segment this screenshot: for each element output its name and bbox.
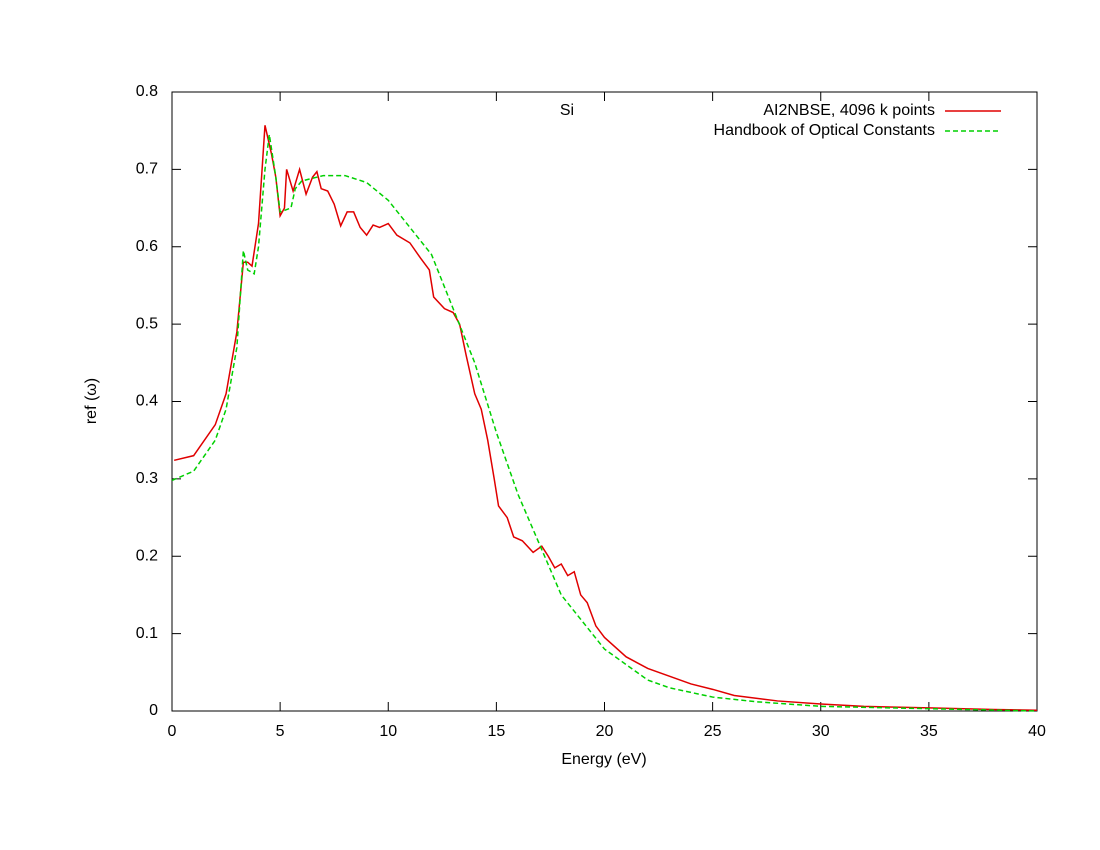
legend-label: Handbook of Optical Constants [714,122,935,139]
x-tick-label: 5 [276,723,285,740]
legend-label: AI2NBSE, 4096 k points [763,102,935,119]
chart-title: Si [560,102,574,119]
x-tick-label: 20 [596,723,614,740]
y-tick-label: 0.6 [136,238,158,255]
x-tick-label: 10 [379,723,397,740]
y-tick-label: 0.5 [136,315,158,332]
y-tick-label: 0.7 [136,161,158,178]
y-axis-label: ref (ω) [83,378,100,424]
y-tick-label: 0.2 [136,547,158,564]
y-tick-label: 0.1 [136,625,158,642]
series-line [171,134,1038,712]
y-tick-label: 0.3 [136,470,158,487]
x-tick-label: 30 [812,723,830,740]
x-tick-label: 40 [1028,723,1046,740]
y-tick-label: 0.4 [136,393,158,410]
y-tick-label: 0.8 [136,83,158,100]
x-tick-label: 15 [487,723,505,740]
series-line [173,125,1038,711]
x-tick-label: 25 [704,723,722,740]
x-axis-label: Energy (eV) [561,751,646,768]
x-tick-label: 35 [920,723,938,740]
plot-frame [171,91,1038,712]
x-tick-label: 0 [168,723,177,740]
y-tick-label: 0 [149,702,158,719]
